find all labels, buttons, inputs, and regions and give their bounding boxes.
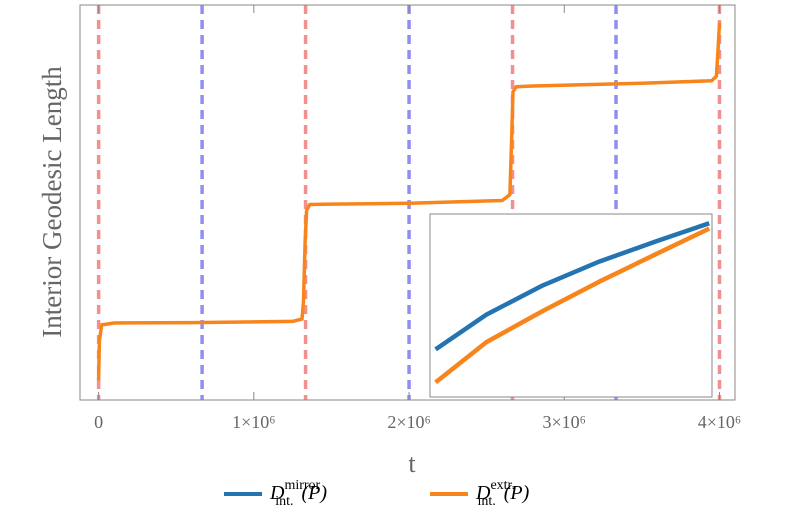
series-line bbox=[434, 226, 711, 385]
x-tick-label: 4×10⁶ bbox=[698, 412, 741, 432]
legend-text: (P) bbox=[302, 482, 328, 504]
x-tick-label: 1×10⁶ bbox=[232, 412, 275, 432]
legend-label: Dextr. int. (P) bbox=[475, 478, 530, 509]
x-axis-label: t bbox=[408, 449, 416, 478]
legend-text: mirror bbox=[284, 478, 320, 493]
plot-frame bbox=[79, 4, 736, 401]
x-tick-label: 0 bbox=[94, 412, 103, 432]
legend-text: D bbox=[475, 482, 491, 504]
x-tick-label: 3×10⁶ bbox=[543, 412, 586, 432]
legend-text: int. bbox=[477, 494, 495, 509]
legend-text: (P) bbox=[504, 482, 530, 504]
series-line bbox=[434, 221, 710, 352]
legend-label: Dmirror int. (P) bbox=[269, 478, 327, 509]
series-line bbox=[96, 22, 722, 381]
inset-frame bbox=[429, 213, 713, 398]
legend-text: extr. bbox=[490, 478, 515, 493]
y-axis-label: Interior Geodesic Length bbox=[37, 66, 67, 338]
legend-text: D bbox=[269, 482, 285, 504]
x-tick-label: 2×10⁶ bbox=[387, 412, 430, 432]
legend-text: int. bbox=[275, 494, 293, 509]
